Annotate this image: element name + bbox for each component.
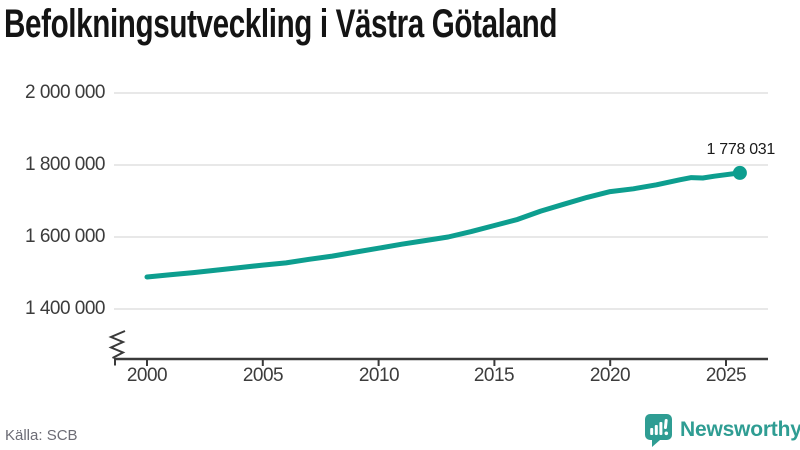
newsworthy-logo: Newsworthy <box>644 413 800 447</box>
x-axis-tick-label: 2015 <box>473 365 515 386</box>
chart-title: Befolkningsutveckling i Västra Götaland <box>4 2 558 46</box>
end-point-marker <box>732 165 747 180</box>
end-value-label: 1 778 031 <box>706 141 776 158</box>
newsworthy-icon <box>645 414 672 447</box>
x-axis-tick-label: 2020 <box>589 365 631 386</box>
brand-name: Newsworthy <box>680 418 800 441</box>
y-axis-tick-label: 1 600 000 <box>24 226 106 247</box>
x-axis-tick-label: 2005 <box>242 365 284 386</box>
x-axis-tick-label: 2010 <box>358 365 400 386</box>
population-line <box>144 170 743 280</box>
y-axis-tick-label: 2 000 000 <box>24 82 106 103</box>
axis-break-icon <box>108 330 126 359</box>
source-label: Källa: SCB <box>5 427 78 444</box>
x-axis-tick-label: 2025 <box>705 365 747 386</box>
x-axis-tick-label: 2000 <box>126 365 168 386</box>
y-axis-tick-label: 1 800 000 <box>24 154 106 175</box>
y-axis-tick-label: 1 400 000 <box>24 298 106 319</box>
